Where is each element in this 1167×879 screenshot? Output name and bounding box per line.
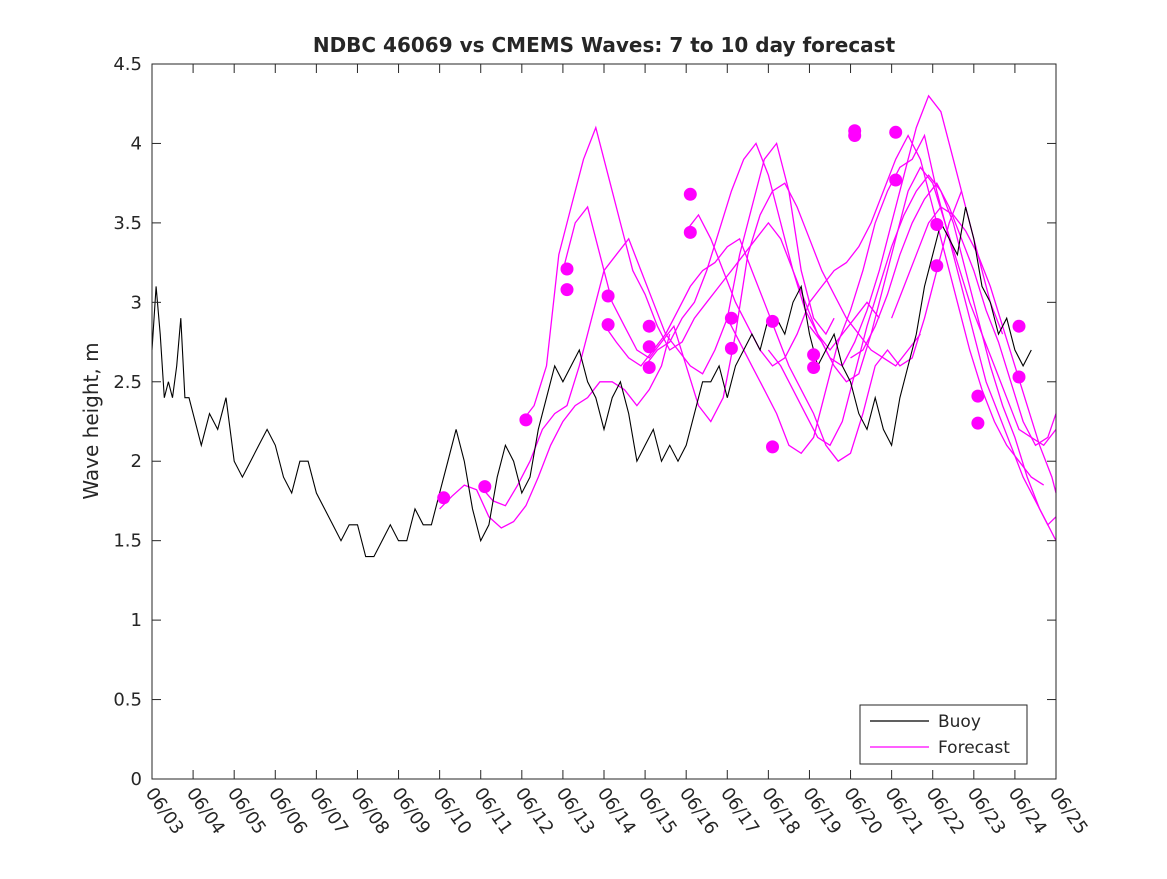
- x-tick-label: 06/25: [1045, 784, 1092, 839]
- forecast-marker: [601, 318, 615, 332]
- axes-box: [151, 63, 1057, 780]
- x-tick-label: 06/08: [346, 784, 393, 839]
- x-tick-label: 06/23: [963, 784, 1010, 839]
- forecast-line-7: [726, 133, 1057, 526]
- forecast-marker: [642, 340, 656, 354]
- forecast-marker: [478, 480, 492, 494]
- forecast-line-4: [603, 190, 963, 463]
- forecast-marker: [642, 361, 656, 374]
- plot-area: [151, 94, 1057, 558]
- forecast-line-5: [644, 94, 1004, 367]
- forecast-marker: [1012, 319, 1026, 333]
- legend-forecast-label: Forecast: [938, 738, 1010, 758]
- y-axis-label: Wave height, m: [79, 342, 103, 499]
- x-tick-label: 06/18: [757, 784, 804, 839]
- forecast-marker: [437, 491, 451, 505]
- y-tick-label: 4.5: [113, 54, 142, 75]
- chart-title: NDBC 46069 vs CMEMS Waves: 7 to 10 day f…: [313, 33, 896, 57]
- y-tick-label: 0.5: [113, 690, 142, 711]
- x-tick-label: 06/17: [716, 784, 763, 839]
- buoy-line: [151, 206, 1032, 558]
- x-tick-label: 06/19: [798, 784, 845, 839]
- x-tick-label: 06/09: [387, 784, 434, 839]
- forecast-marker: [848, 129, 862, 142]
- forecast-marker: [724, 341, 738, 355]
- forecast-marker: [560, 262, 574, 276]
- forecast-line-1: [480, 141, 835, 507]
- y-tick-label: 2: [131, 451, 142, 472]
- forecast-marker: [560, 283, 574, 297]
- y-tick-label: 1: [131, 610, 142, 631]
- forecast-marker: [642, 319, 656, 333]
- y-tick-label: 1.5: [113, 531, 142, 552]
- y-tick-label: 3: [131, 292, 142, 313]
- legend-box: [859, 704, 1028, 765]
- forecast-marker: [601, 289, 615, 303]
- x-tick-label: 06/12: [511, 784, 558, 839]
- forecast-marker: [766, 314, 779, 328]
- forecast-marker: [807, 361, 821, 374]
- x-tick-label: 06/06: [264, 784, 311, 839]
- x-tick-label: 06/24: [1004, 784, 1051, 839]
- forecast-line-10: [850, 181, 1057, 447]
- x-tick-label: 06/20: [839, 784, 886, 839]
- legend-buoy-label: Buoy: [938, 712, 981, 732]
- forecast-marker: [1012, 370, 1026, 384]
- x-tick-label: 06/05: [223, 784, 270, 839]
- forecast-marker: [683, 225, 697, 239]
- y-tick-label: 0: [131, 769, 142, 790]
- x-tick-label: 06/13: [552, 784, 599, 839]
- forecast-marker: [930, 218, 944, 231]
- x-tick-label: 06/15: [634, 784, 681, 839]
- forecast-line-9: [808, 166, 1057, 447]
- x-tick-label: 06/22: [922, 784, 969, 839]
- x-tick-label: 06/10: [429, 784, 476, 839]
- x-tick-label: 06/03: [141, 784, 188, 839]
- y-tick-label: 3.5: [113, 213, 142, 234]
- x-tick-label: 06/21: [881, 784, 928, 839]
- forecast-marker: [930, 259, 944, 273]
- x-tick-label: 06/04: [182, 784, 229, 839]
- x-tick-label: 06/07: [305, 784, 352, 839]
- forecast-marker: [971, 389, 985, 403]
- y-tick-label: 2.5: [113, 372, 142, 393]
- forecast-line-8: [767, 174, 1057, 541]
- forecast-line-11: [890, 206, 1057, 494]
- forecast-marker: [889, 173, 903, 187]
- x-tick-label: 06/11: [470, 784, 517, 839]
- x-tick-label: 06/16: [675, 784, 722, 839]
- forecast-marker: [889, 125, 903, 139]
- legend: Buoy Forecast: [859, 704, 1028, 765]
- forecast-marker: [971, 416, 985, 430]
- y-tick-label: 4: [131, 133, 142, 154]
- forecast-line-3: [562, 182, 921, 423]
- forecast-line-0: [439, 333, 671, 529]
- forecast-line-6: [685, 134, 1045, 486]
- forecast-marker: [519, 413, 533, 427]
- forecast-marker: [724, 311, 738, 325]
- forecast-marker: [807, 348, 821, 362]
- x-tick-label: 06/14: [593, 784, 640, 839]
- forecast-marker: [766, 440, 779, 454]
- forecast-marker: [683, 187, 697, 201]
